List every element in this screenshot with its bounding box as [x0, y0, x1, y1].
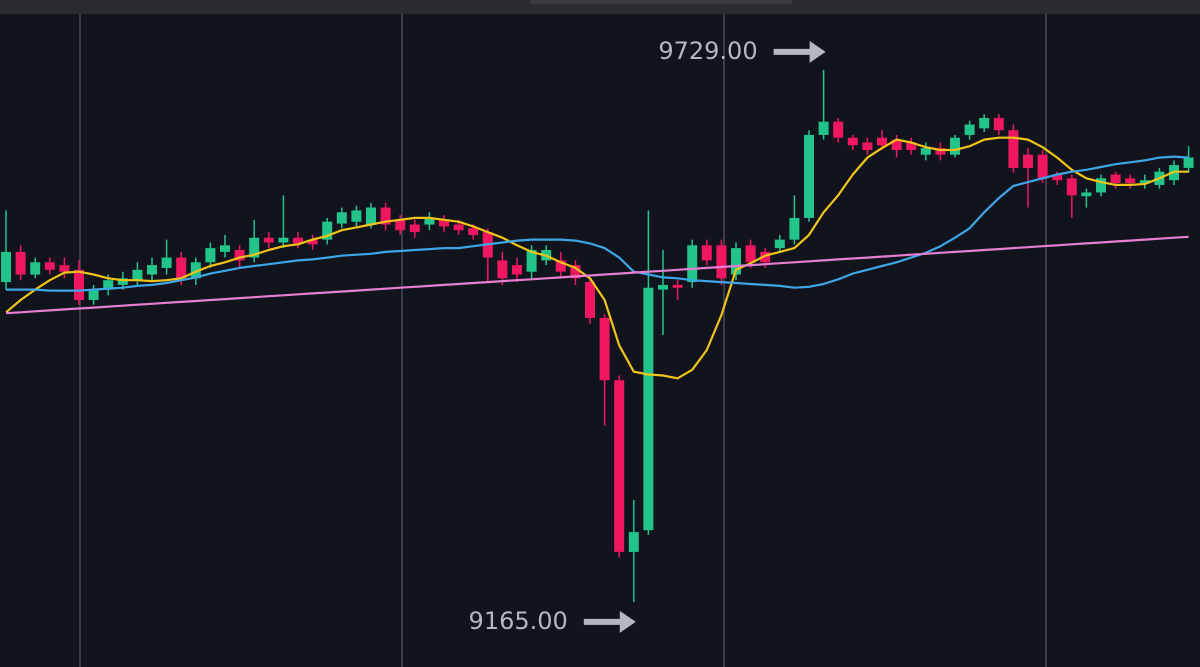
- candle-body: [658, 284, 668, 290]
- candle-body: [643, 287, 654, 531]
- candle-body: [1096, 178, 1106, 193]
- candle-body: [701, 245, 712, 261]
- candle-body: [512, 265, 522, 275]
- candle-body: [818, 121, 829, 135]
- annotation-label: 9165.00: [469, 607, 568, 635]
- candle-body: [1183, 157, 1194, 168]
- moving-average-line: [6, 155, 1189, 292]
- candle-body: [132, 269, 143, 281]
- candle-body: [789, 217, 800, 240]
- candle-body: [1139, 180, 1150, 184]
- candle-body: [760, 251, 771, 263]
- candle-body: [336, 212, 347, 224]
- candle-body: [30, 262, 41, 275]
- candle-body: [263, 237, 274, 243]
- candle-body: [307, 239, 318, 245]
- candle-body: [409, 224, 420, 233]
- candle-body: [234, 250, 245, 261]
- candle-body: [278, 237, 289, 243]
- candle-body: [950, 137, 960, 155]
- candle-body: [15, 251, 26, 275]
- candle-body: [205, 248, 216, 263]
- candle-body: [891, 139, 902, 151]
- candle-body: [103, 280, 114, 290]
- candle-body: [424, 217, 435, 225]
- candle-body: [293, 237, 303, 244]
- candle-body: [1023, 154, 1033, 168]
- candle-body: [906, 142, 917, 151]
- candle-body: [614, 380, 625, 552]
- moving-average-line: [5, 235, 1189, 315]
- candle-body: [716, 245, 727, 279]
- candle-body: [993, 117, 1004, 131]
- candle-body: [380, 207, 391, 225]
- candle-body: [526, 250, 537, 272]
- candle-body: [1, 251, 11, 283]
- candle-body: [687, 245, 698, 283]
- candle-body: [220, 245, 230, 252]
- candle-body: [672, 284, 683, 288]
- candle-body: [570, 265, 581, 279]
- candle-body: [44, 262, 55, 270]
- candle-body: [249, 237, 260, 258]
- candle-body: [161, 257, 172, 268]
- annotation-arrow: [583, 610, 636, 633]
- candle-body: [351, 210, 362, 222]
- candle-body: [964, 124, 975, 135]
- candle-body: [862, 142, 873, 151]
- candle-body: [468, 228, 479, 235]
- candle-body: [555, 260, 566, 272]
- candle-body: [920, 148, 931, 155]
- candle-body: [147, 265, 157, 275]
- candle-body: [117, 278, 128, 285]
- annotation-arrow: [773, 40, 826, 63]
- candle-body: [599, 317, 610, 381]
- candle-body: [1081, 192, 1092, 197]
- candle-body: [395, 219, 406, 231]
- candle-body: [731, 248, 741, 275]
- candle-body: [366, 207, 376, 225]
- candle-body: [176, 257, 187, 279]
- candle-body: [1052, 174, 1063, 181]
- candle-body: [804, 134, 814, 218]
- moving-average-line: [5, 136, 1189, 380]
- top-bar-tab: [530, 0, 792, 4]
- candle-body: [59, 265, 70, 272]
- candle-body: [774, 239, 785, 249]
- candle-body: [833, 121, 844, 138]
- candle-body: [745, 245, 756, 263]
- top-bar: [0, 0, 1200, 14]
- candle-body: [88, 289, 99, 301]
- candle-body: [935, 148, 946, 155]
- candle-body: [1125, 178, 1136, 184]
- annotation-label: 9729.00: [658, 37, 757, 65]
- candle-body: [1008, 130, 1019, 168]
- candle-body: [74, 269, 84, 301]
- candle-body: [453, 224, 464, 231]
- candle-body: [628, 532, 639, 552]
- candle-body: [1110, 174, 1121, 184]
- candle-body: [497, 260, 508, 279]
- candle-body: [190, 262, 201, 279]
- candle-body: [1066, 178, 1077, 196]
- time-separators: [79, 14, 1047, 667]
- candle-body: [322, 221, 333, 240]
- candles: [1, 69, 1194, 602]
- candle-body: [847, 137, 858, 146]
- candle-body: [877, 137, 887, 146]
- candle-body: [585, 282, 595, 318]
- candle-body: [1037, 154, 1048, 179]
- candle-body: [979, 117, 990, 129]
- candle-body: [439, 219, 449, 227]
